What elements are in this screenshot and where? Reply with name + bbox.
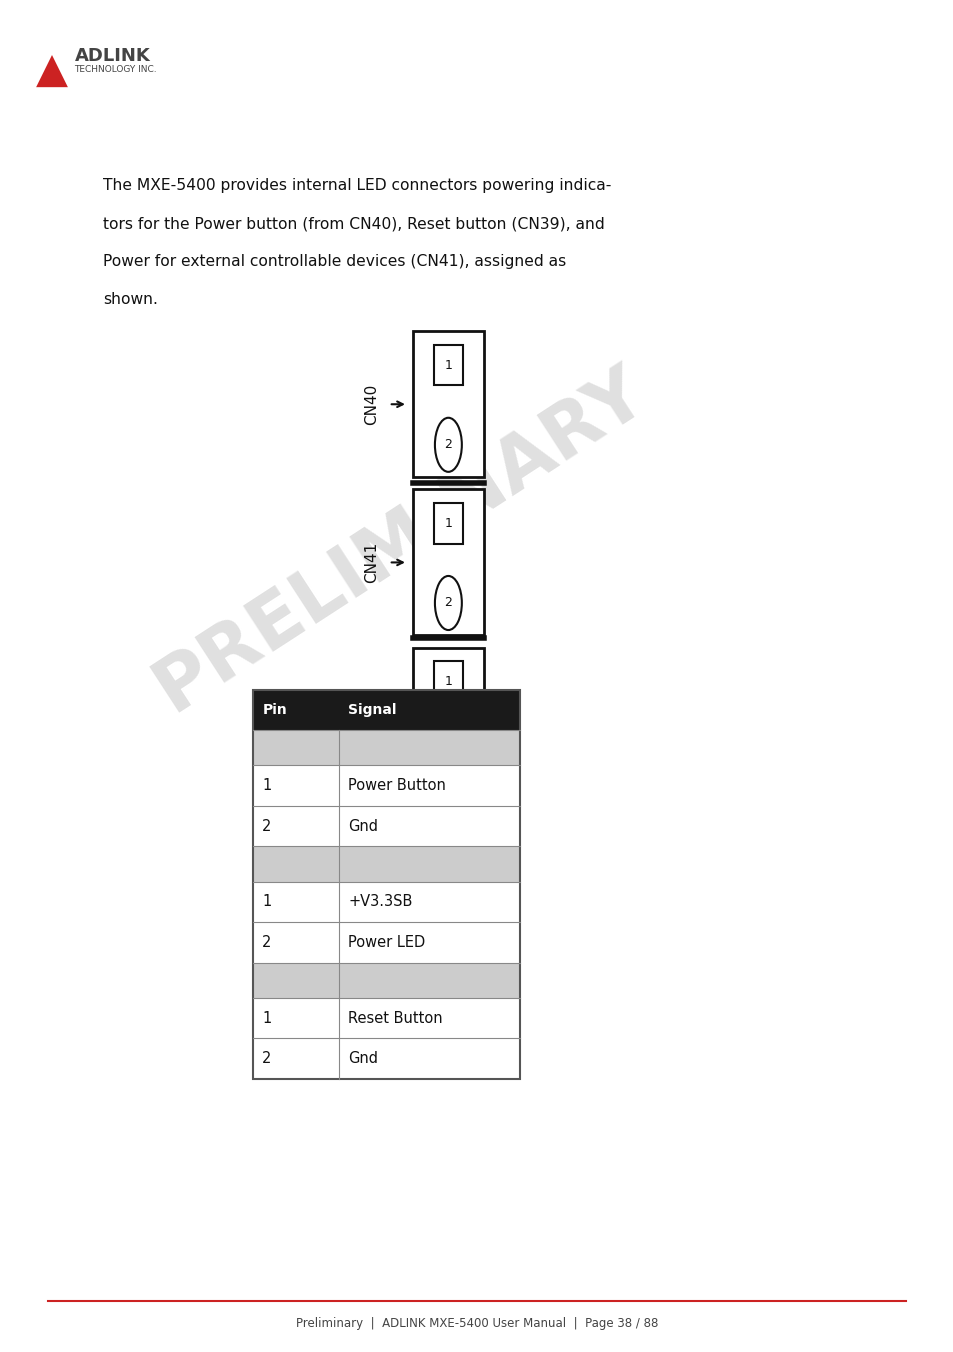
Text: 1: 1	[444, 358, 452, 372]
Text: Reset Button: Reset Button	[348, 1010, 442, 1026]
Text: 2: 2	[444, 438, 452, 452]
Text: 1: 1	[262, 894, 272, 910]
Bar	[412, 331, 483, 477]
Text: Signal: Signal	[348, 703, 396, 717]
Text: TECHNOLOGY INC.: TECHNOLOGY INC.	[74, 65, 157, 74]
Text: Gnd: Gnd	[348, 818, 377, 834]
Text: PRELIMINARY: PRELIMINARY	[141, 354, 659, 727]
Text: Power for external controllable devices (CN41), assigned as: Power for external controllable devices …	[103, 254, 566, 269]
Text: ADLINK: ADLINK	[74, 47, 150, 65]
Text: 1: 1	[262, 1010, 272, 1026]
Text: Power Button: Power Button	[348, 777, 446, 794]
Text: 1: 1	[262, 777, 272, 794]
Text: ▲: ▲	[36, 50, 69, 92]
Text: tors for the Power button (from CN40), Reset button (CN39), and: tors for the Power button (from CN40), R…	[103, 216, 604, 231]
Bar	[434, 503, 462, 544]
Bar	[253, 998, 519, 1038]
Bar	[412, 648, 483, 794]
Text: CN39: CN39	[364, 700, 378, 741]
Bar	[253, 1038, 519, 1079]
Text: 1: 1	[444, 675, 452, 688]
Bar	[253, 690, 519, 730]
Text: 1: 1	[444, 516, 452, 530]
Text: Pin: Pin	[262, 703, 287, 717]
Text: Preliminary  |  ADLINK MXE-5400 User Manual  |  Page 38 / 88: Preliminary | ADLINK MXE-5400 User Manua…	[295, 1317, 658, 1330]
Ellipse shape	[435, 576, 461, 630]
Text: CN41: CN41	[364, 542, 378, 583]
Text: +V3.3SB: +V3.3SB	[348, 894, 412, 910]
Text: CN40: CN40	[364, 384, 378, 425]
Text: 2: 2	[262, 1051, 272, 1067]
Bar	[253, 690, 519, 1079]
Bar	[434, 661, 462, 702]
Bar	[253, 806, 519, 846]
Bar	[253, 765, 519, 806]
Text: The MXE-5400 provides internal LED connectors powering indica-: The MXE-5400 provides internal LED conne…	[103, 178, 611, 193]
Bar	[253, 730, 519, 765]
Text: 2: 2	[444, 596, 452, 610]
Text: shown.: shown.	[103, 292, 158, 307]
Text: Gnd: Gnd	[348, 1051, 377, 1067]
Ellipse shape	[435, 734, 461, 788]
Bar	[253, 922, 519, 963]
Bar	[253, 846, 519, 882]
Bar	[412, 489, 483, 635]
Bar	[253, 963, 519, 998]
Text: 2: 2	[262, 818, 272, 834]
Bar	[253, 882, 519, 922]
Bar	[434, 345, 462, 385]
Text: Power LED: Power LED	[348, 934, 425, 950]
Ellipse shape	[435, 418, 461, 472]
Text: 2: 2	[262, 934, 272, 950]
Text: 2: 2	[444, 754, 452, 768]
